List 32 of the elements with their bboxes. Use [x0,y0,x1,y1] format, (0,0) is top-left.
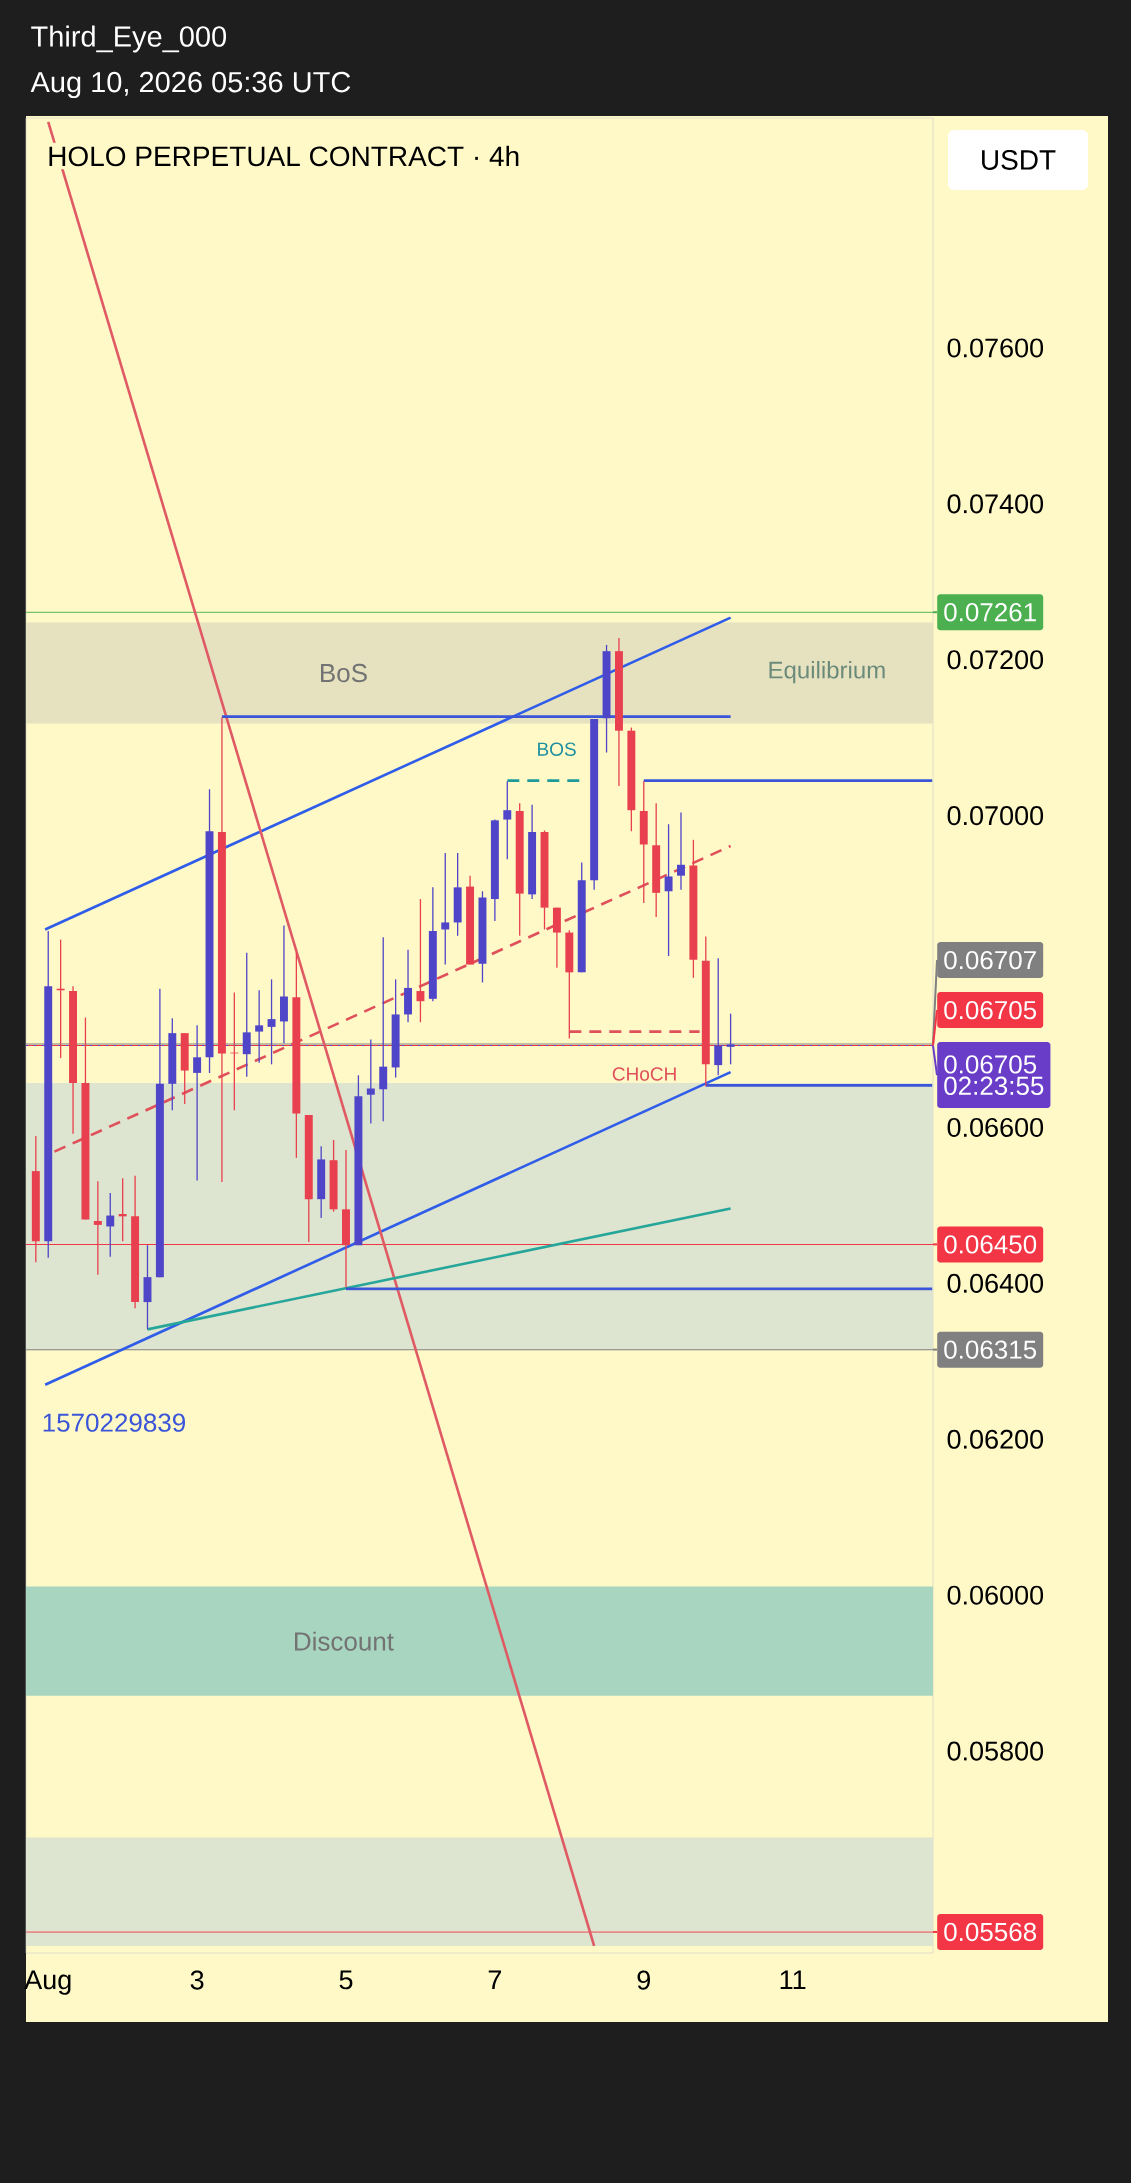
ref-line-label: 0.07261 [944,602,1036,622]
x-tick-label: 3 [190,1970,204,1990]
y-tick-label: 0.07600 [947,338,1044,358]
y-tick-label: 0.07000 [947,806,1044,826]
ref-line-label: 0.06705 [944,1055,1037,1074]
x-tick-label: 11 [780,1970,806,1990]
ref-line-label: 0.06707 [944,950,1036,970]
annotation: CHoCH [612,1067,676,1081]
x-tick-label: 7 [488,1970,502,1990]
text: Third_Eye_000 [31,25,227,53]
ref-line-label: 0.05568 [944,1922,1037,1942]
x-tick-label: 5 [339,1970,353,1990]
y-axis-title: USDT [982,150,1056,170]
band-label: Discount [295,1631,394,1651]
y-tick-label: 0.06200 [947,1429,1044,1449]
annotation: BOS [538,742,576,756]
y-tick-label: 0.07200 [947,650,1044,670]
annotation: 1570229839 [43,1413,186,1432]
ref-line-label: 0.06450 [944,1235,1037,1254]
x-tick-label: 9 [637,1970,650,1990]
annotation: Equilibrium [769,660,885,684]
legend-label: 0.06705 [944,1000,1037,1020]
text: Aug 10, 2026 05:36 UTC [30,71,351,99]
ref-line-label: 0.06315 [944,1340,1037,1359]
band-label: BoS [321,663,367,683]
y-tick-label: 0.06400 [947,1273,1044,1293]
y-tick-label: 0.07400 [947,494,1044,514]
text: 02:23:55 [944,1076,1044,1095]
y-tick-label: 0.06000 [947,1585,1044,1605]
text: HOLO PERPETUAL CONTRACT · 4h [49,145,519,167]
y-tick-label: 0.05800 [947,1741,1044,1761]
y-tick-label: 0.06600 [947,1117,1044,1138]
